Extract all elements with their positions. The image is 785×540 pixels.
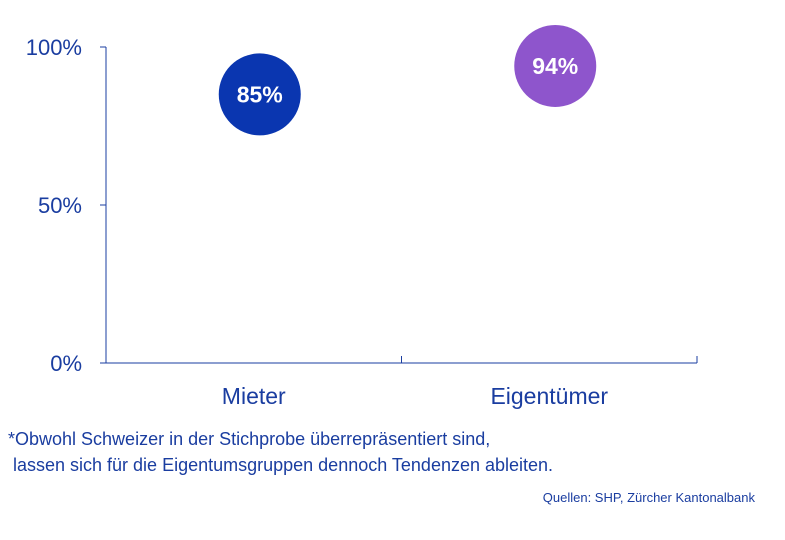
data-point <box>514 24 597 107</box>
chart-axes <box>105 47 698 364</box>
data-point <box>218 53 301 136</box>
x-category-label: Eigentümer <box>490 383 608 409</box>
x-category-label: Mieter <box>222 383 286 409</box>
data-points: 85% 94% <box>218 24 597 136</box>
x-axis-labels: Mieter Eigentümer <box>222 383 609 409</box>
footnote-line-1: *Obwohl Schweizer in der Stichprobe über… <box>8 429 491 449</box>
y-axis-ticks: 0% 50% 100% <box>26 35 106 376</box>
data-label: 94% <box>532 53 578 79</box>
y-tick-label: 0% <box>50 351 82 376</box>
y-tick-label: 100% <box>26 35 82 60</box>
source-note: Quellen: SHP, Zürcher Kantonalbank <box>542 490 755 505</box>
footnote-line-2: lassen sich für die Eigentumsgruppen den… <box>8 455 554 475</box>
y-tick-label: 50% <box>38 193 82 218</box>
chart: 0% 50% 100% Mieter Eigentümer 85% 94% <box>26 24 698 409</box>
footnote: *Obwohl Schweizer in der Stichprobe über… <box>8 426 553 478</box>
data-label: 85% <box>237 81 283 107</box>
